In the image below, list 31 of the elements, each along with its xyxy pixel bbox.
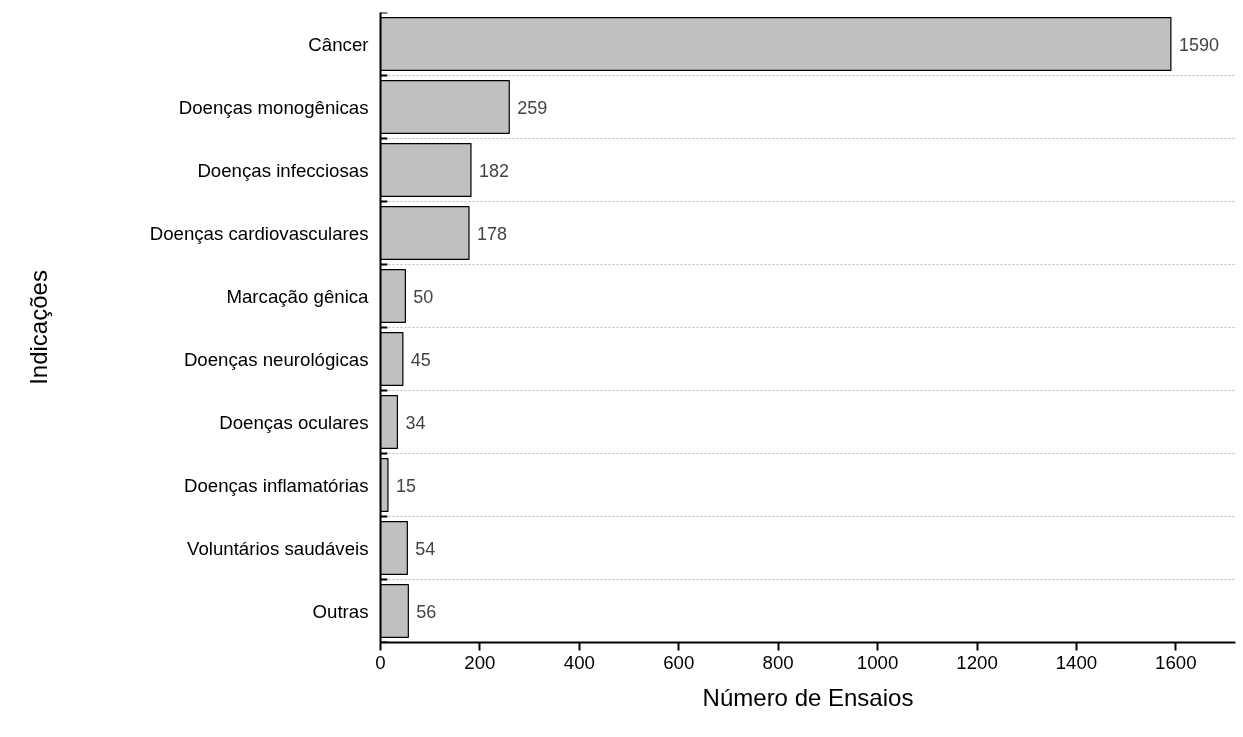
y-tick-label: Voluntários saudáveis bbox=[187, 537, 369, 559]
y-tick-label: Marcação gênica bbox=[226, 285, 370, 307]
x-tick-label: 1600 bbox=[1155, 651, 1197, 673]
x-tick-label: 1000 bbox=[856, 651, 899, 673]
x-tick-label: 600 bbox=[663, 651, 695, 673]
y-tick-label: Doenças inflamatórias bbox=[183, 474, 369, 496]
data-label: 56 bbox=[416, 601, 437, 622]
data-label: 178 bbox=[476, 223, 508, 244]
data-label: 50 bbox=[413, 286, 434, 307]
x-tick-label: 1200 bbox=[956, 651, 998, 673]
x-tick-label: 0 bbox=[375, 651, 386, 673]
data-label: 34 bbox=[405, 412, 426, 433]
x-tick-label: 400 bbox=[563, 651, 595, 673]
data-label: 45 bbox=[410, 349, 431, 370]
y-tick-label: Doenças cardiovasculares bbox=[149, 222, 369, 244]
x-tick-label: 200 bbox=[464, 651, 496, 673]
y-axis-title: Indicações bbox=[24, 270, 52, 385]
x-tick-label: 1400 bbox=[1055, 651, 1098, 673]
x-axis-title: Número de Ensaios bbox=[702, 683, 914, 711]
y-tick-label: Câncer bbox=[308, 33, 369, 55]
y-tick-label: Doenças oculares bbox=[219, 411, 369, 433]
data-label: 1590 bbox=[1178, 34, 1219, 55]
y-tick-label: Doenças neurológicas bbox=[183, 348, 369, 370]
data-label: 182 bbox=[478, 160, 510, 181]
y-tick-label: Outras bbox=[312, 600, 369, 622]
y-tick-label: Doenças monogênicas bbox=[178, 96, 369, 118]
data-label: 54 bbox=[415, 538, 436, 559]
y-tick-label: Doenças infecciosas bbox=[197, 159, 369, 181]
data-label: 259 bbox=[517, 97, 548, 118]
data-label: 15 bbox=[395, 475, 416, 496]
x-tick-label: 800 bbox=[762, 651, 794, 673]
